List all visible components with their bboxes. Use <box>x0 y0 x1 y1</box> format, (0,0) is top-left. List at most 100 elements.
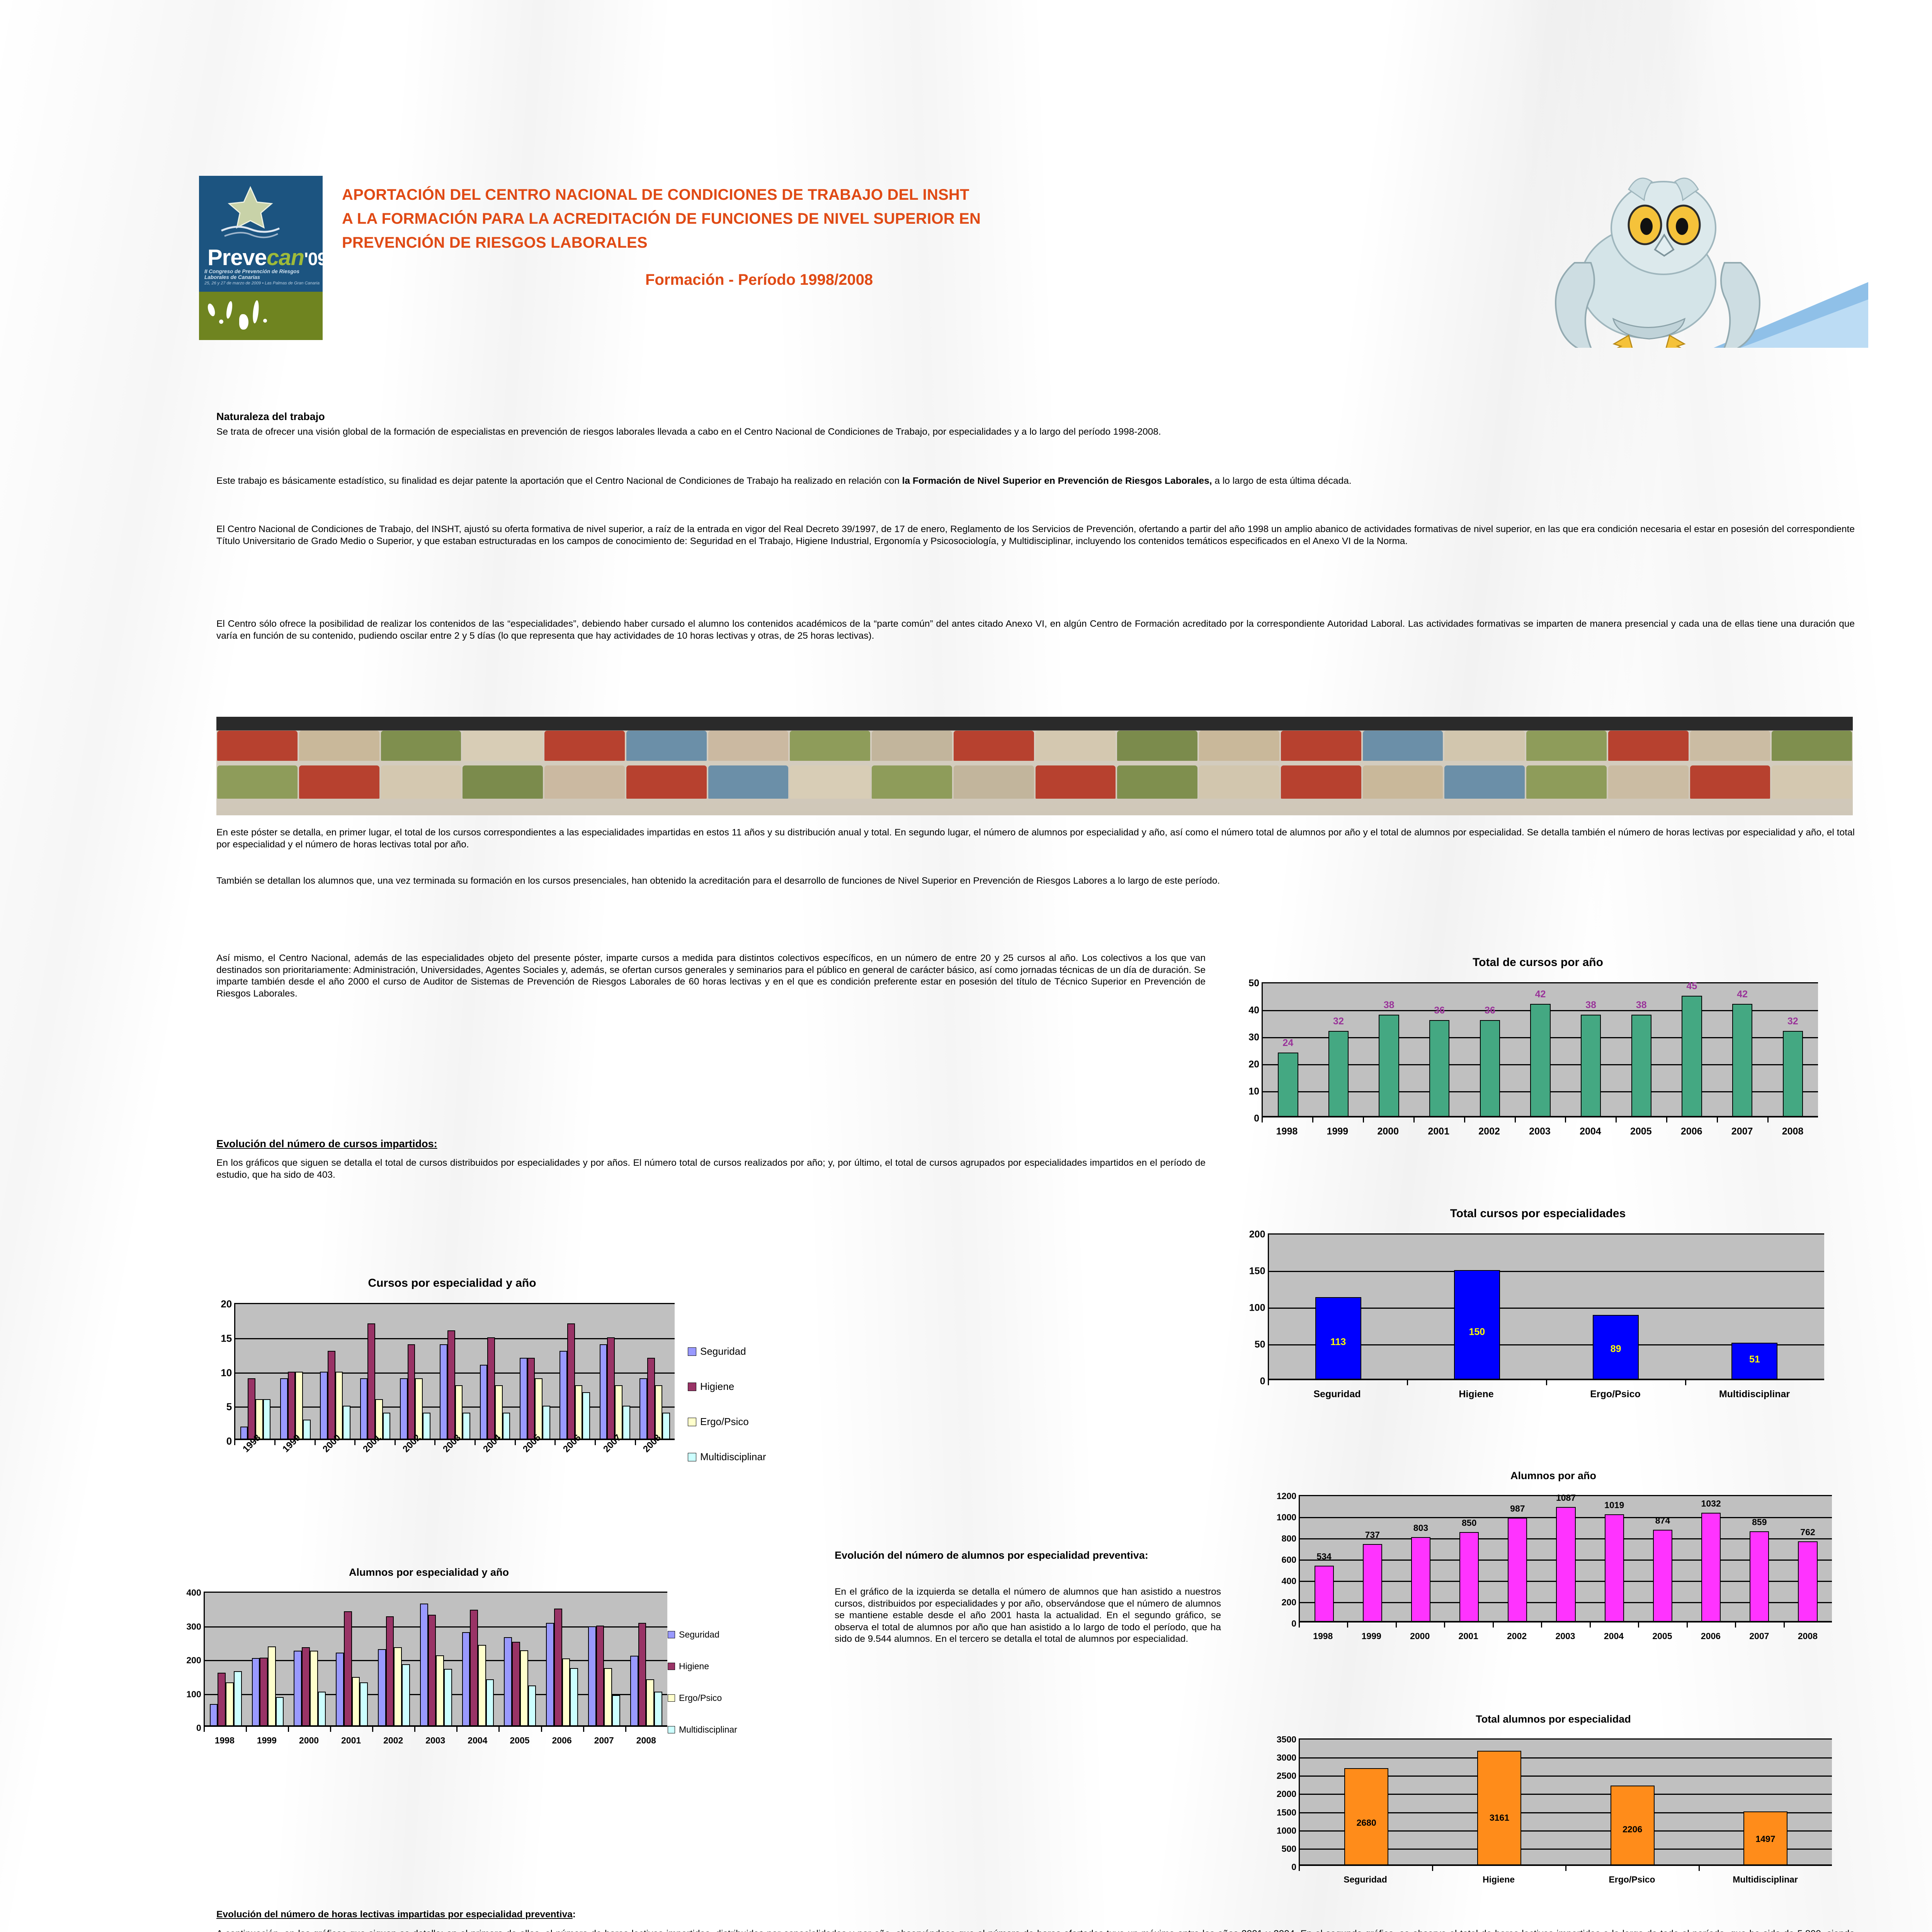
chart-x-label: 2006 <box>1701 1631 1721 1641</box>
chart-category-slot: 113 <box>1269 1235 1408 1380</box>
chart-x-label: 2005 <box>1630 1126 1652 1137</box>
chart-x-tick <box>330 1727 372 1732</box>
chart-x-ticks <box>1299 1866 1832 1871</box>
chart-y-tick-label: 20 <box>1248 1059 1259 1070</box>
chart-bar <box>287 1371 296 1440</box>
chart-bar: 32 <box>1328 1016 1349 1117</box>
chart-x-label: 2003 <box>1529 1126 1551 1137</box>
chart-bar <box>622 1406 630 1440</box>
chart-category-slot <box>635 1304 675 1440</box>
chart-x-axis <box>235 1439 675 1440</box>
chart-value-label: 737 <box>1365 1530 1380 1540</box>
chart-category-slot: 737 <box>1348 1496 1396 1622</box>
chart-legend-swatch <box>668 1631 675 1638</box>
chart-gridline <box>204 1626 667 1628</box>
poster-title-line-1: APORTACIÓN DEL CENTRO NACIONAL DE CONDIC… <box>342 186 969 203</box>
chart-bar: 1497 <box>1743 1811 1787 1866</box>
paragraph-7: Así mismo, el Centro Nacional, además de… <box>216 953 1206 999</box>
chart-plot-area: 0 500 1000 1500 2000 2500 3000 3500 2680 3161 2206… <box>1277 1735 1832 1872</box>
prevecan-subtitle-congress: II Congreso de Prevención de Riesgos Lab… <box>204 269 300 280</box>
chart-bar: 2680 <box>1344 1768 1389 1866</box>
chart-bar: 38 <box>1631 1000 1651 1117</box>
chart-bar <box>575 1385 583 1440</box>
chart-bar-group <box>420 1593 452 1727</box>
chart-bar <box>294 1651 302 1727</box>
chart-legend-item: Higiene <box>668 1661 737 1672</box>
chart-x-tick <box>1347 1622 1395 1628</box>
chart-x-tick <box>1413 1117 1464 1123</box>
chart-category-slot <box>205 1593 247 1727</box>
chart-category-slot: 150 <box>1408 1235 1546 1380</box>
chart-value-label: 51 <box>1749 1354 1760 1365</box>
chart-gridline <box>1300 1848 1832 1850</box>
chart-category-slot: 36 <box>1414 983 1465 1117</box>
chart-value-label: 45 <box>1686 981 1697 992</box>
chart-x-tick <box>625 1727 667 1732</box>
chart-category-slot <box>499 1593 541 1727</box>
chart-value-label: 32 <box>1787 1016 1798 1027</box>
chart-legend-item: Ergo/Psico <box>688 1416 766 1428</box>
chart-y-tick-label: 200 <box>186 1655 201 1665</box>
chart-x-label: 1998 <box>214 1735 235 1745</box>
chart-bar <box>638 1623 646 1727</box>
chart-x-tick <box>434 1440 474 1446</box>
chart-category-slot: 1019 <box>1590 1496 1638 1622</box>
chart-category-slot: 2206 <box>1566 1740 1699 1866</box>
chart-category-slot: 89 <box>1546 1235 1685 1380</box>
chart-x-label: Seguridad <box>1313 1389 1361 1400</box>
chart-y-tick-label: 3500 <box>1276 1734 1297 1745</box>
chart-category-slot: 534 <box>1300 1496 1348 1622</box>
chart-bar <box>420 1603 428 1727</box>
chart-x-tick <box>456 1727 498 1732</box>
chart-bar <box>647 1358 655 1440</box>
chart-category-slot <box>541 1593 583 1727</box>
chart-x-label: 2001 <box>1458 1631 1478 1641</box>
chart-x-tick <box>1616 1117 1666 1123</box>
prevecan-subtitle-dates: 25, 26 y 27 de marzo de 2009 • Las Palma… <box>204 281 320 286</box>
chart-gridline <box>1300 1794 1832 1795</box>
chart-bar <box>383 1413 391 1440</box>
chart-bar <box>502 1413 510 1440</box>
chart-gridline <box>235 1372 675 1374</box>
chart-gridline <box>1300 1776 1832 1777</box>
chart-x-axis <box>1300 1864 1832 1866</box>
chart-bar <box>478 1645 486 1727</box>
chart-x-ticks <box>1299 1622 1832 1628</box>
chart-bar <box>567 1323 575 1440</box>
chart-legend-label: Ergo/Psico <box>700 1416 749 1427</box>
chart-category-slot: 1032 <box>1687 1496 1735 1622</box>
chart-x-tick <box>1362 1117 1413 1123</box>
chart-bar <box>607 1337 615 1440</box>
text-alumnos: En el gráfico de la izquierda se detalla… <box>835 1587 1221 1644</box>
chart-total_cursos_anio: Total de cursos por año 0 10 20 30 40 50 24 32 38… <box>1244 954 1862 1171</box>
chart-value-label: 987 <box>1510 1503 1525 1514</box>
chart-legend-swatch <box>668 1694 675 1702</box>
chart-x-label: 2007 <box>1731 1126 1753 1137</box>
chart-y-tick-label: 300 <box>186 1621 201 1631</box>
chart-x-label: 2000 <box>1377 1126 1399 1137</box>
chart-bar <box>612 1695 620 1727</box>
chart-bar <box>310 1651 318 1727</box>
chart-bar: 803 <box>1411 1523 1431 1622</box>
chart-bar <box>655 1385 663 1440</box>
poster-title-line-2: A LA FORMACIÓN PARA LA ACREDITACIÓN DE F… <box>342 210 981 227</box>
chart-legend-item: Seguridad <box>668 1629 737 1640</box>
chart-category-slot: 850 <box>1445 1496 1493 1622</box>
chart-bar <box>646 1679 655 1727</box>
chart-legend-swatch <box>688 1452 696 1461</box>
chart-x-label: 2002 <box>1507 1631 1527 1641</box>
chart-alumnos_por_anio: Alumnos por año 0 200 400 600 800 1000 1200 534 7… <box>1271 1468 1862 1673</box>
chart-x-tick <box>1262 1117 1312 1123</box>
chart-gridline <box>235 1338 675 1339</box>
chart-title: Total cursos por especialidades <box>1450 1207 1626 1220</box>
chart-category-slot: 2680 <box>1300 1740 1433 1866</box>
chart-x-tick <box>1565 1866 1699 1871</box>
chart-y-tick-label: 0 <box>226 1435 232 1447</box>
chart-category-slot: 987 <box>1493 1496 1542 1622</box>
chart-category-slot: 803 <box>1396 1496 1445 1622</box>
chart-bar-group <box>400 1304 430 1440</box>
chart-bar-group <box>280 1304 311 1440</box>
chart-value-label: 803 <box>1413 1523 1429 1533</box>
prevecan-logo-green-panel <box>199 292 323 340</box>
chart-plot-area: 0 10 20 30 40 50 24 32 38 36 36 42 38 38 45 42 32 <box>1248 978 1818 1124</box>
